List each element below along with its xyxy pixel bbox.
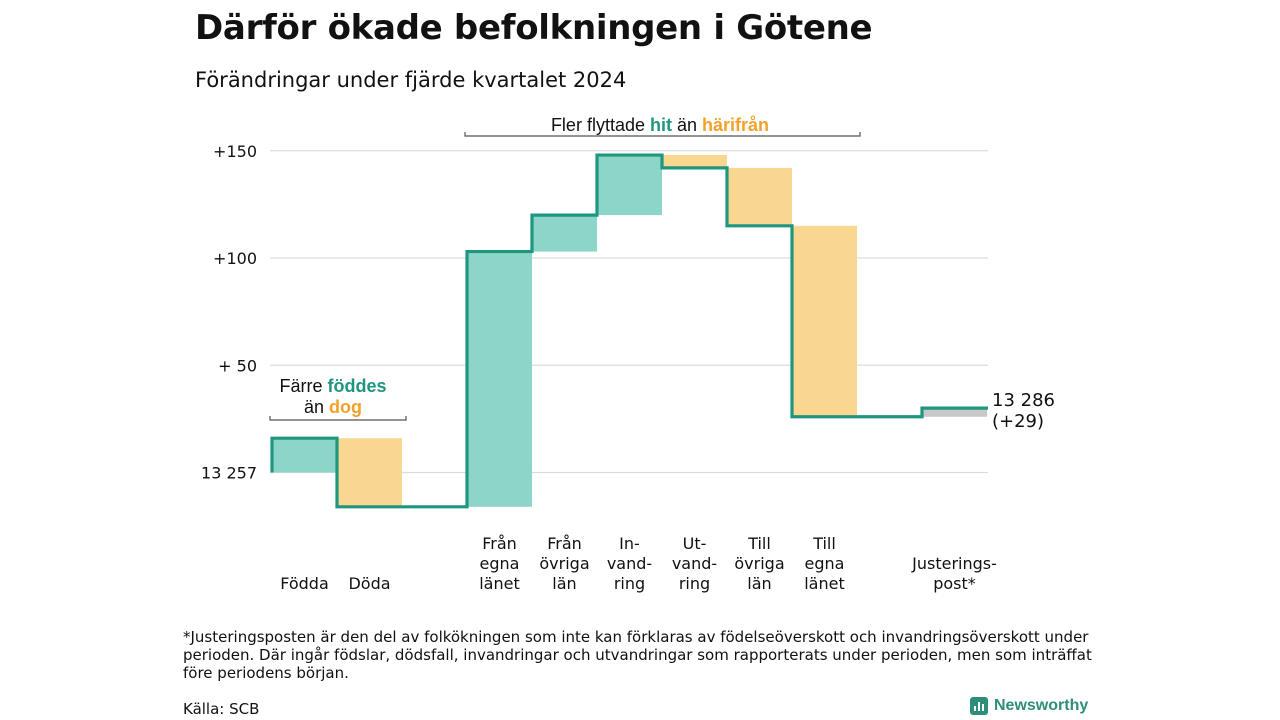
bar-decrease [792,225,857,417]
bar-decrease [727,167,792,226]
category-label: Justerings- [911,554,997,573]
category-label: Ut- [683,534,707,553]
y-tick-label: + 50 [218,356,257,375]
bar-adjustment [922,408,987,417]
category-label: ring [679,574,710,593]
category-label: Till [747,534,771,553]
category-label: post* [933,574,976,593]
migration-annotation: Fler flyttade hit än härifrån [551,115,769,135]
bar-decrease [662,155,727,168]
bar-increase [272,438,337,473]
chart-subtitle: Förändringar under fjärde kvartalet 2024 [195,68,627,92]
category-label: län [747,574,771,593]
category-label: övriga [734,554,784,573]
end-change-label: (+29) [992,411,1044,432]
category-label: länet [804,574,845,593]
category-label: In- [619,534,640,553]
category-label: Till [812,534,836,553]
bar-increase [467,251,532,507]
brand: Newsworthy [970,697,1088,715]
migration-bracket [464,132,861,137]
births-annotation-line1: Färre föddes [279,376,386,396]
bar-increase [597,155,662,216]
category-label: ring [614,574,645,593]
births-bracket [269,416,407,421]
category-label: Födda [280,574,329,593]
category-label: egna [480,554,520,573]
category-label: vand- [607,554,652,573]
y-tick-label: +150 [213,142,257,161]
category-label: län [552,574,576,593]
category-label: egna [805,554,845,573]
step-line [270,153,988,509]
category-label: vand- [672,554,717,573]
end-total-label: 13 286 [992,390,1055,411]
y-tick-label: 13 257 [201,464,257,483]
newsworthy-logo-icon [970,697,988,715]
source-note: Källa: SCB [183,700,260,718]
births-annotation-line2: än dog [304,397,362,417]
category-label: Döda [348,574,390,593]
category-label: Från [482,534,517,553]
footnote: *Justeringsposten är den del av folkökni… [183,628,1092,682]
y-tick-label: +100 [213,249,257,268]
chart-title: Därför ökade befolkningen i Götene [195,8,873,48]
bar-increase [532,215,597,252]
bar-decrease [337,438,402,507]
category-label: Från [547,534,582,553]
category-label: länet [479,574,520,593]
category-label: övriga [539,554,589,573]
brand-name: Newsworthy [994,697,1089,714]
